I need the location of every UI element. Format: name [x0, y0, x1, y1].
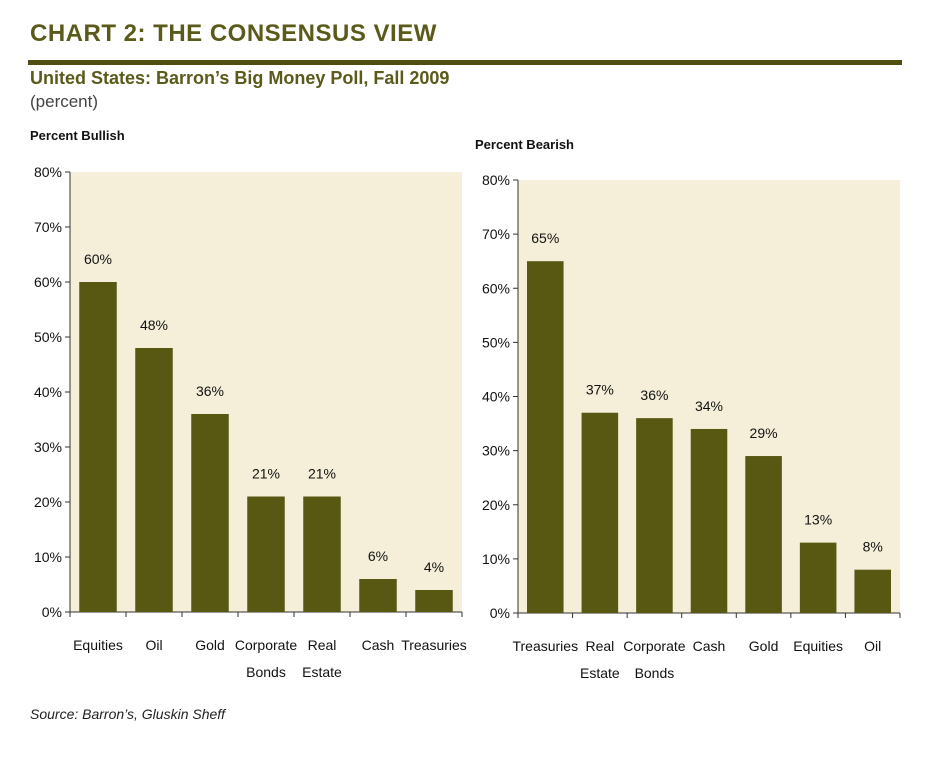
bearish-bar — [527, 261, 564, 613]
bearish-bar — [799, 542, 837, 613]
bullish-category-label: Cash — [362, 637, 395, 653]
bullish-y-tick-label: 80% — [34, 164, 62, 180]
bullish-bar — [303, 496, 341, 612]
bearish-y-tick-label: 60% — [482, 280, 510, 296]
bullish-bar — [79, 282, 117, 612]
bullish-category-label: Estate — [302, 664, 342, 680]
bearish-bar — [745, 456, 782, 613]
bullish-bar — [415, 590, 453, 612]
bullish-plot-title: Percent Bullish — [30, 128, 125, 143]
bearish-bar — [854, 569, 891, 613]
bearish-y-tick-label: 10% — [482, 551, 510, 567]
bearish-y-tick-label: 80% — [482, 172, 510, 188]
bullish-data-label: 6% — [368, 548, 388, 564]
bearish-data-label: 36% — [640, 387, 668, 403]
bearish-category-label: Bonds — [635, 665, 675, 681]
bullish-bar — [359, 579, 397, 612]
bullish-data-label: 4% — [424, 559, 444, 575]
bullish-category-label: Treasuries — [401, 637, 467, 653]
units-label: (percent) — [30, 92, 99, 111]
title-rule — [28, 60, 902, 65]
source-note: Source: Barron’s, Gluskin Sheff — [30, 706, 226, 722]
bullish-category-label: Real — [308, 637, 337, 653]
bullish-y-tick-label: 50% — [34, 329, 62, 345]
chart-title: CHART 2: THE CONSENSUS VIEW — [30, 20, 437, 47]
bearish-y-tick-label: 20% — [482, 497, 510, 513]
bearish-category-label: Treasuries — [512, 638, 578, 654]
bullish-y-tick-label: 30% — [34, 439, 62, 455]
bearish-category-label: Real — [585, 638, 614, 654]
bearish-category-label: Cash — [693, 638, 726, 654]
bearish-bar — [581, 412, 619, 613]
bullish-bar — [135, 348, 173, 612]
bullish-category-label: Equities — [73, 637, 123, 653]
bearish-data-label: 65% — [531, 230, 559, 246]
bearish-data-label: 13% — [804, 512, 832, 528]
bearish-data-label: 29% — [750, 425, 778, 441]
bullish-y-tick-label: 20% — [34, 494, 62, 510]
chart-subtitle: United States: Barron’s Big Money Poll, … — [30, 68, 450, 88]
bullish-category-label: Oil — [145, 637, 162, 653]
bearish-y-tick-label: 50% — [482, 334, 510, 350]
bullish-y-tick-label: 60% — [34, 274, 62, 290]
bearish-category-label: Oil — [864, 638, 881, 654]
bullish-data-label: 60% — [84, 251, 112, 267]
bullish-category-label: Corporate — [235, 637, 297, 653]
bearish-y-tick-label: 0% — [490, 605, 510, 621]
bearish-y-tick-label: 40% — [482, 389, 510, 405]
bullish-y-tick-label: 10% — [34, 549, 62, 565]
bullish-bar — [247, 496, 285, 612]
bullish-category-label: Bonds — [246, 664, 286, 680]
bearish-plot-title: Percent Bearish — [475, 137, 574, 152]
bullish-data-label: 36% — [196, 383, 224, 399]
bearish-data-label: 8% — [863, 539, 883, 555]
bullish-y-tick-label: 0% — [42, 604, 62, 620]
bullish-data-label: 21% — [308, 466, 336, 482]
bearish-category-label: Equities — [793, 638, 843, 654]
bearish-category-label: Corporate — [623, 638, 685, 654]
bearish-category-label: Gold — [749, 638, 779, 654]
bullish-data-label: 48% — [140, 317, 168, 333]
bearish-y-tick-label: 70% — [482, 226, 510, 242]
bearish-bar — [636, 418, 673, 613]
bearish-data-label: 34% — [695, 398, 723, 414]
bullish-category-label: Gold — [195, 637, 225, 653]
bearish-y-tick-label: 30% — [482, 443, 510, 459]
bullish-data-label: 21% — [252, 466, 280, 482]
bullish-bar — [191, 414, 229, 612]
bearish-category-label: Estate — [580, 665, 620, 681]
bearish-bar — [690, 428, 728, 613]
bullish-y-tick-label: 70% — [34, 219, 62, 235]
bullish-y-tick-label: 40% — [34, 384, 62, 400]
bearish-data-label: 37% — [586, 382, 614, 398]
